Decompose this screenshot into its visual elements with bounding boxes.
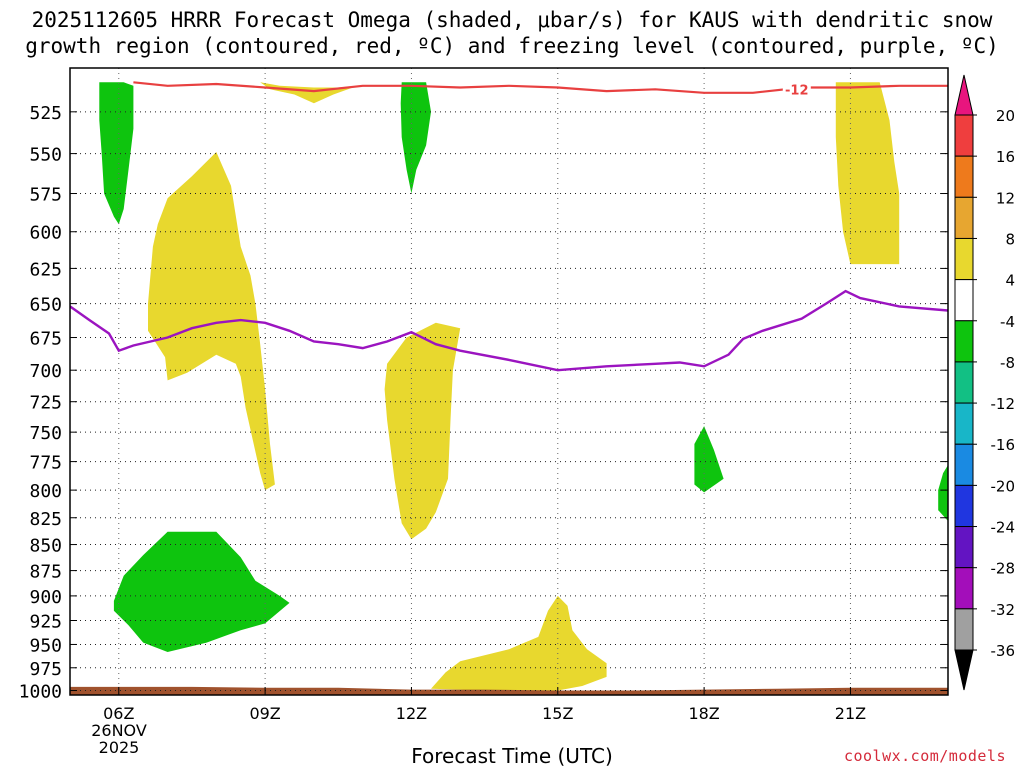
colorbar-bin [954, 443, 974, 486]
y-tick-label: 750 [29, 423, 62, 444]
colorbar-tick-label: -20 [991, 477, 1016, 495]
y-tick-label: 825 [29, 509, 62, 530]
date-label-year: 2025 [98, 738, 140, 757]
date-label-day: 26NOV [91, 721, 147, 740]
colorbar-tick-label: -24 [991, 519, 1016, 537]
colorbar-bin [954, 361, 974, 404]
x-tick-label: 18Z [688, 704, 719, 723]
y-tick-label: 525 [29, 103, 62, 124]
colorbar-tick-label: 4 [1005, 272, 1015, 290]
x-axis-label: Forecast Time (UTC) [411, 744, 613, 768]
colorbar-bottom-arrow [954, 649, 974, 691]
y-tick-label: 800 [29, 481, 62, 502]
freezing-level-line [70, 289, 948, 372]
y-tick-label: 575 [29, 185, 62, 206]
y-tick-label: 725 [29, 393, 62, 414]
y-tick-label: 775 [29, 453, 62, 474]
colorbar-tick-label: -28 [991, 560, 1016, 578]
colorbar-tick-label: 12 [996, 189, 1015, 207]
y-tick-label: 975 [29, 659, 62, 680]
colorbar-tick-label: -12 [991, 395, 1016, 413]
x-tick-label: 12Z [396, 704, 427, 723]
y-tick-label: 925 [29, 612, 62, 633]
colorbar-top-arrow [954, 74, 974, 116]
y-tick-label: 950 [29, 635, 62, 656]
y-tick-label: 625 [29, 259, 62, 280]
x-tick-label: 09Z [249, 704, 280, 723]
colorbar-tick-label: 20 [996, 107, 1015, 125]
omega-region-green-cell-18z [694, 426, 724, 493]
colorbar-bin [954, 114, 974, 157]
colorbar-tick-label: 16 [996, 148, 1015, 166]
y-tick-label: 700 [29, 361, 62, 382]
omega-region-green-cell-23z-edge [938, 465, 948, 521]
dgz-contour-label: -12 [785, 83, 809, 98]
y-tick-label: 1000 [19, 682, 62, 703]
omega-region-yellow-cell-08z [148, 152, 275, 491]
omega-region-yellow-cell-15z-low [431, 595, 607, 694]
x-tick-label: 06Z [103, 704, 134, 723]
omega-region-yellow-cell-12z-mid [384, 322, 461, 540]
y-tick-label: 900 [29, 587, 62, 608]
chart-title-line-2: growth region (contoured, red, ºC) and f… [25, 34, 999, 58]
dgz-contour-line [133, 81, 948, 94]
x-tick-label: 21Z [835, 704, 866, 723]
y-tick-label: 675 [29, 329, 62, 350]
plot-frame [69, 67, 949, 696]
omega-region-green-cell-07z-low [113, 531, 290, 652]
omega-region-yellow-cell-21z [835, 82, 900, 265]
ground-surface [70, 686, 948, 695]
colorbar-tick-label: -4 [1000, 313, 1015, 331]
colorbar-bin [954, 320, 974, 363]
omega-region-green-cell-06z-upper [99, 82, 134, 225]
colorbar-bin [954, 484, 974, 528]
colorbar-tick-label: -32 [991, 601, 1016, 619]
y-tick-label: 650 [29, 295, 62, 316]
colorbar-tick-label: 8 [1005, 230, 1015, 248]
colorbar-tick-label: -16 [991, 436, 1016, 454]
dgz-label-background [782, 81, 811, 97]
colorbar-bin [954, 196, 974, 239]
colorbar-tick-label: -8 [1000, 354, 1015, 372]
y-tick-label: 600 [29, 223, 62, 244]
colorbar-bin [954, 567, 974, 610]
colorbar-bin [954, 608, 974, 651]
y-tick-label: 875 [29, 562, 62, 583]
colorbar-bin [954, 526, 974, 569]
colorbar-bin [954, 155, 974, 198]
y-tick-label: 550 [29, 145, 62, 166]
chart-title-line-1: 2025112605 HRRR Forecast Omega (shaded, … [31, 8, 993, 32]
colorbar-bin [954, 237, 974, 281]
credit-link[interactable]: coolwx.com/models [843, 747, 1006, 765]
y-tick-label: 850 [29, 536, 62, 557]
colorbar-bin [954, 279, 974, 322]
omega-region-yellow-cell-09z-top [260, 82, 358, 104]
x-tick-label: 15Z [542, 704, 573, 723]
colorbar-tick-label: -36 [991, 642, 1016, 660]
colorbar-bin [954, 402, 974, 445]
omega-region-green-cell-12z-upper [400, 82, 431, 194]
